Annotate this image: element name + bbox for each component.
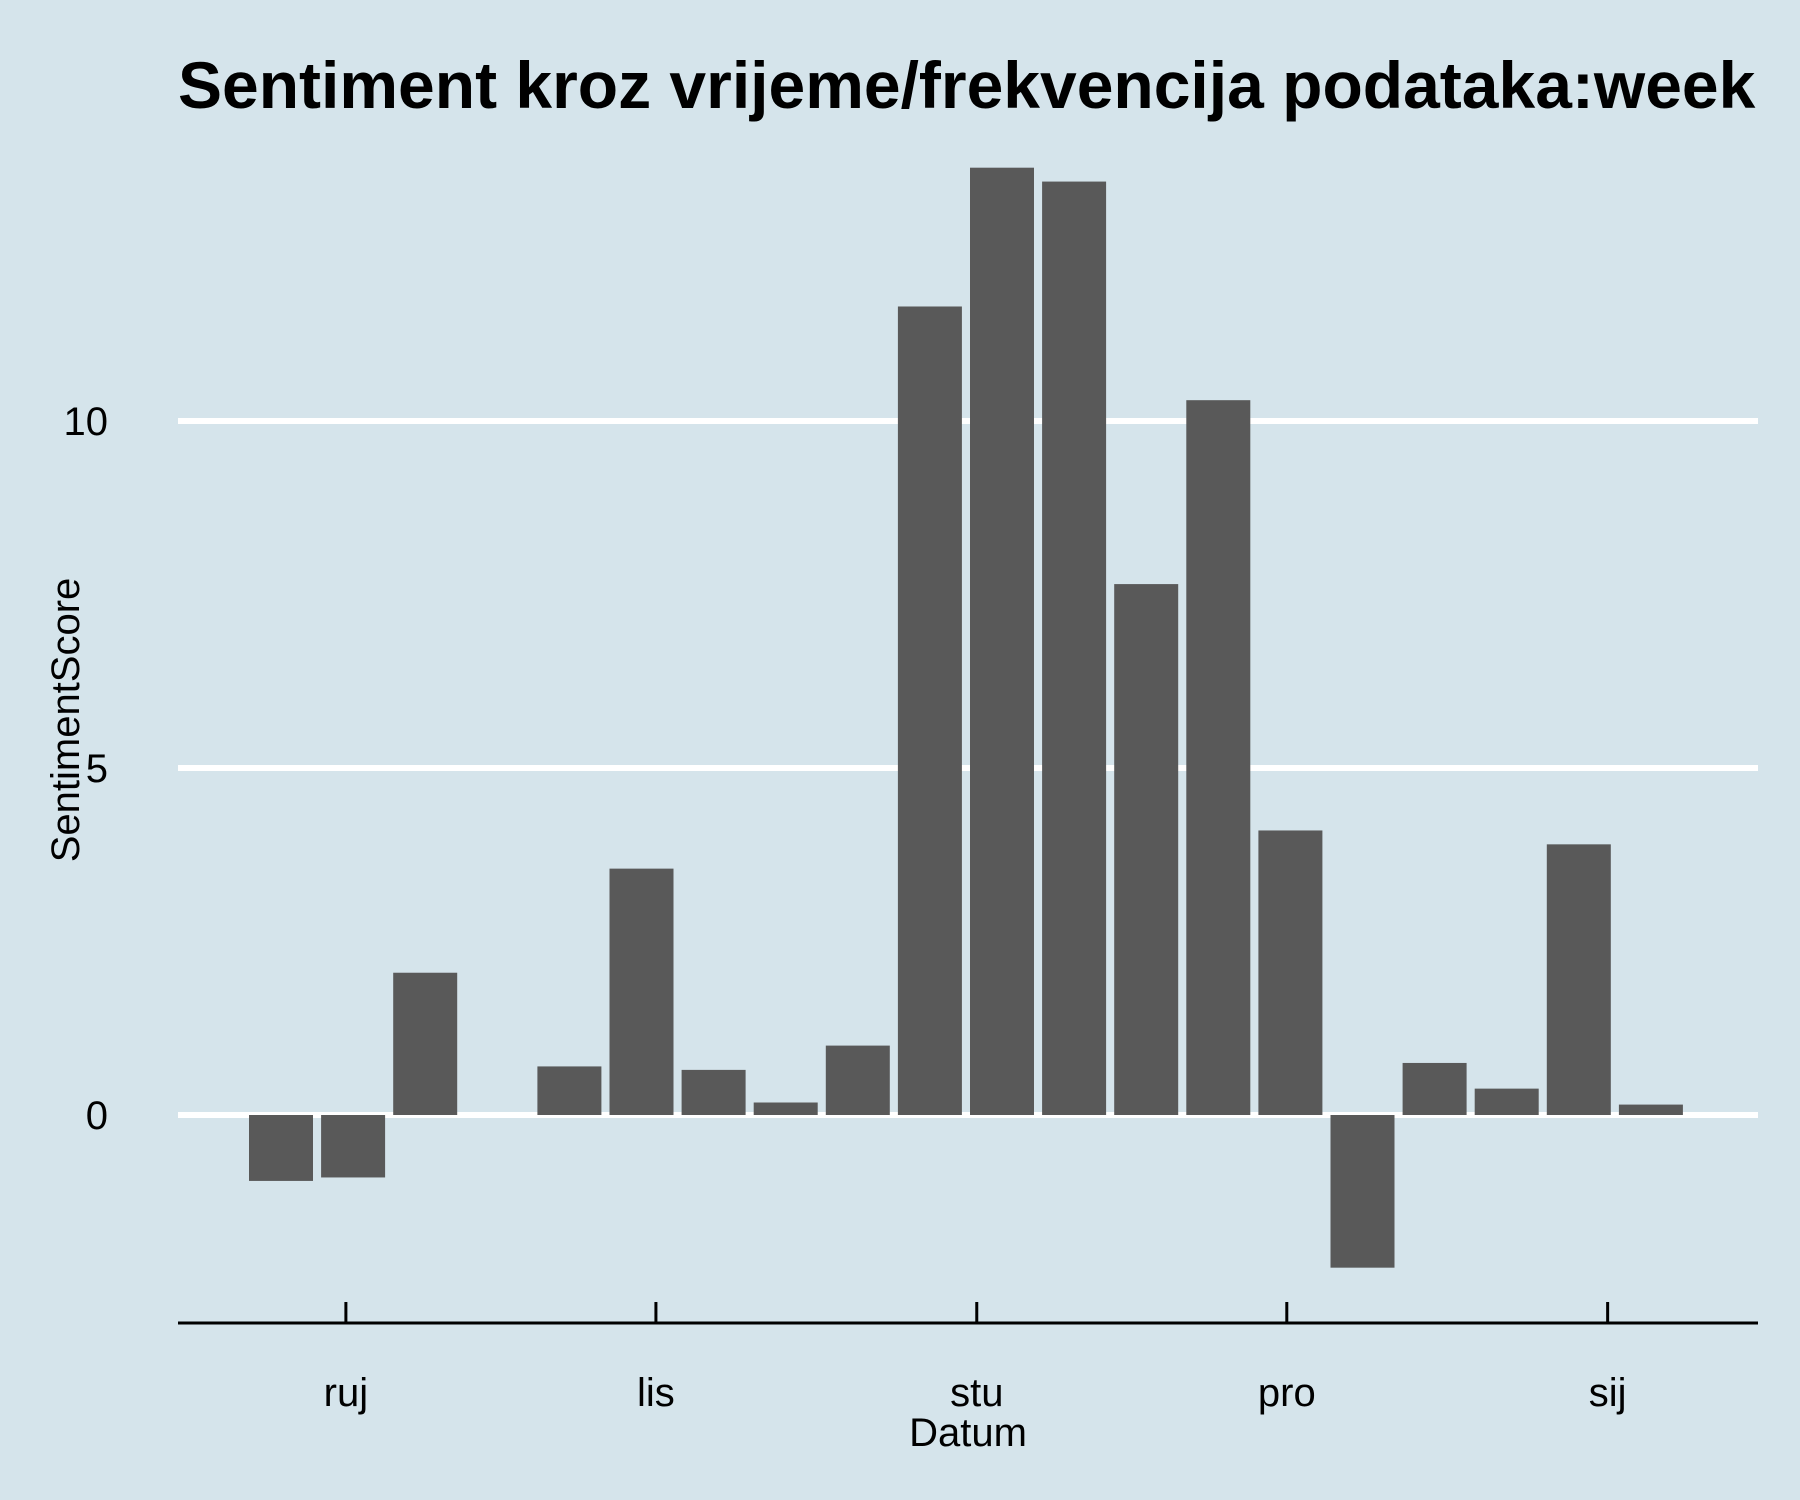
x-tick-label-lis: lis [637, 1371, 675, 1415]
bar-9 [970, 167, 1034, 1115]
x-tick-label-ruj: ruj [324, 1371, 368, 1415]
bar-18 [1618, 1104, 1683, 1115]
x-tick-label-stu: stu [950, 1371, 1003, 1415]
bar-13 [1258, 830, 1323, 1115]
x-tick-label-pro: pro [1258, 1371, 1316, 1415]
bar-17 [1546, 844, 1611, 1115]
bar-7 [825, 1045, 890, 1115]
x-ticks: ruj lis stu pro sij [324, 1302, 1627, 1415]
bar-4 [609, 868, 674, 1115]
y-tick-labels: 0 5 10 [64, 400, 109, 1138]
chart-title: Sentiment kroz vrijeme/frekvencija podat… [178, 48, 1756, 122]
bar-16 [1474, 1088, 1539, 1115]
bar-14 [1330, 1115, 1395, 1268]
bar-3 [537, 1066, 602, 1115]
bar-0 [249, 1115, 313, 1181]
y-tick-label-10: 10 [64, 400, 109, 444]
x-axis-title: Datum [909, 1411, 1027, 1455]
y-axis-title: SentimentScore [44, 578, 88, 863]
y-tick-label-0: 0 [86, 1094, 108, 1138]
bar-2 [393, 972, 458, 1115]
bar-6 [753, 1102, 818, 1115]
bar-15 [1402, 1062, 1467, 1115]
bar-12 [1186, 400, 1251, 1115]
bar-8 [897, 306, 962, 1115]
bar-11 [1114, 584, 1179, 1115]
bar-5 [681, 1069, 746, 1115]
x-tick-label-sij: sij [1589, 1371, 1627, 1415]
bar-1 [321, 1115, 386, 1178]
bar-10 [1042, 181, 1107, 1115]
bars-group [249, 167, 1683, 1268]
y-tick-label-5: 5 [86, 747, 108, 791]
